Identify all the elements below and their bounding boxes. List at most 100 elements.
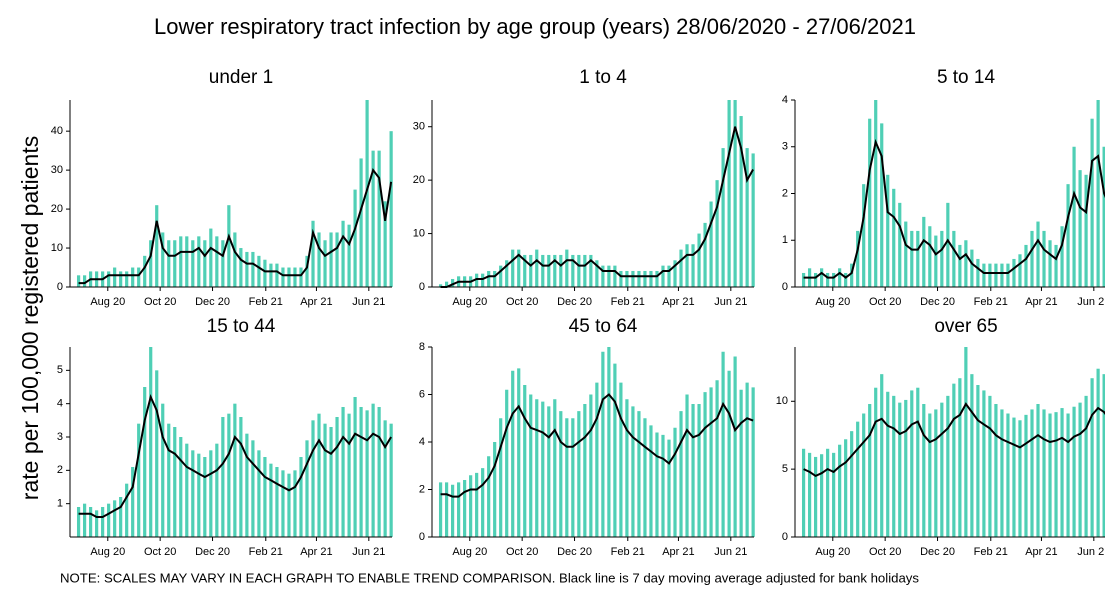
y-tick-label: 30 xyxy=(413,121,425,133)
bar xyxy=(613,363,617,537)
bar xyxy=(317,413,321,537)
bar xyxy=(107,503,111,537)
bar xyxy=(347,413,351,537)
bar xyxy=(481,273,485,287)
y-tick-label: 0 xyxy=(419,281,425,293)
y-tick-label: 10 xyxy=(51,242,63,254)
bar xyxy=(826,272,830,287)
y-tick-label: 5 xyxy=(782,463,788,475)
bar xyxy=(637,411,641,537)
bar xyxy=(709,387,713,537)
bar xyxy=(916,230,920,287)
bar xyxy=(1066,413,1070,537)
bar xyxy=(1084,395,1088,537)
x-tick-label: Jun 21 xyxy=(352,546,385,558)
bar xyxy=(739,116,743,288)
x-tick-label: Jun 21 xyxy=(714,546,747,558)
bar xyxy=(631,270,635,287)
bar xyxy=(377,150,381,287)
y-tick-label: 4 xyxy=(57,398,63,410)
bar xyxy=(161,403,165,537)
bar xyxy=(287,473,291,537)
bar xyxy=(1078,402,1082,537)
bar xyxy=(323,423,327,537)
bar xyxy=(359,407,363,537)
bar xyxy=(341,407,345,537)
bar xyxy=(341,220,345,287)
x-tick-label: Feb 21 xyxy=(974,296,1008,308)
bar xyxy=(940,402,944,537)
bar xyxy=(1054,412,1058,537)
bar xyxy=(946,202,950,287)
bar xyxy=(703,222,707,287)
bar xyxy=(577,411,581,537)
bar xyxy=(583,254,587,287)
bar xyxy=(655,432,659,537)
bar xyxy=(1090,378,1094,537)
x-tick-label: Oct 20 xyxy=(144,546,176,558)
panel: over 65 0 5 10 Aug 20 Oct 20 Dec 20 Feb 21 Apr 2… xyxy=(776,316,1105,558)
bar xyxy=(323,240,327,287)
bar xyxy=(305,440,309,537)
bar xyxy=(1090,118,1094,287)
bar xyxy=(982,263,986,287)
bar xyxy=(898,202,902,287)
bar xyxy=(137,267,141,287)
bar xyxy=(820,454,824,537)
bar xyxy=(371,150,375,287)
bar xyxy=(685,394,689,537)
bar xyxy=(922,404,926,537)
bar xyxy=(952,383,956,537)
bar xyxy=(269,263,273,287)
bar xyxy=(715,180,719,287)
bar xyxy=(173,240,177,287)
bar xyxy=(697,404,701,537)
y-tick-label: 1 xyxy=(57,498,63,510)
bar xyxy=(880,123,884,287)
bar xyxy=(329,427,333,537)
bar xyxy=(113,267,117,287)
bar xyxy=(299,267,303,287)
bar xyxy=(1036,221,1040,287)
bar xyxy=(1102,146,1105,287)
bar xyxy=(559,411,563,537)
y-tick-label: 3 xyxy=(57,431,63,443)
bar xyxy=(691,244,695,287)
bar xyxy=(227,205,231,287)
bar xyxy=(862,413,866,537)
bar xyxy=(1000,263,1004,287)
bar xyxy=(505,389,509,537)
bar xyxy=(311,420,315,537)
bar xyxy=(751,387,755,537)
bar xyxy=(1000,409,1004,537)
bar xyxy=(868,404,872,537)
panel: 5 to 14 0 1 2 3 4 Aug 20 Oct 20 Dec 20 Feb 21 Apr … xyxy=(782,67,1105,308)
panel-title: 5 to 14 xyxy=(937,67,996,88)
x-tick-label: Apr 21 xyxy=(662,546,694,558)
bar xyxy=(934,409,938,537)
bar xyxy=(994,404,998,537)
panel: 45 to 64 0 2 4 6 8 Aug 20 Oct 20 Dec 20 Feb 21 Apr… xyxy=(419,316,755,558)
bar xyxy=(499,265,503,287)
bar xyxy=(221,240,225,287)
bar xyxy=(583,404,587,537)
bar xyxy=(874,100,878,287)
bar xyxy=(685,244,689,287)
bar xyxy=(347,224,351,287)
bar xyxy=(215,236,219,287)
bar xyxy=(571,254,575,287)
bar xyxy=(1018,420,1022,537)
bar xyxy=(715,380,719,537)
bar xyxy=(191,450,195,537)
bar xyxy=(95,510,99,537)
moving-average-line xyxy=(440,393,754,498)
y-tick-label: 30 xyxy=(51,164,63,176)
bar xyxy=(1060,226,1064,287)
bar xyxy=(131,267,135,287)
bar xyxy=(438,284,443,287)
bar xyxy=(185,443,189,537)
bar xyxy=(1042,230,1046,287)
bar xyxy=(1006,413,1010,537)
y-tick-label: 20 xyxy=(51,203,63,215)
